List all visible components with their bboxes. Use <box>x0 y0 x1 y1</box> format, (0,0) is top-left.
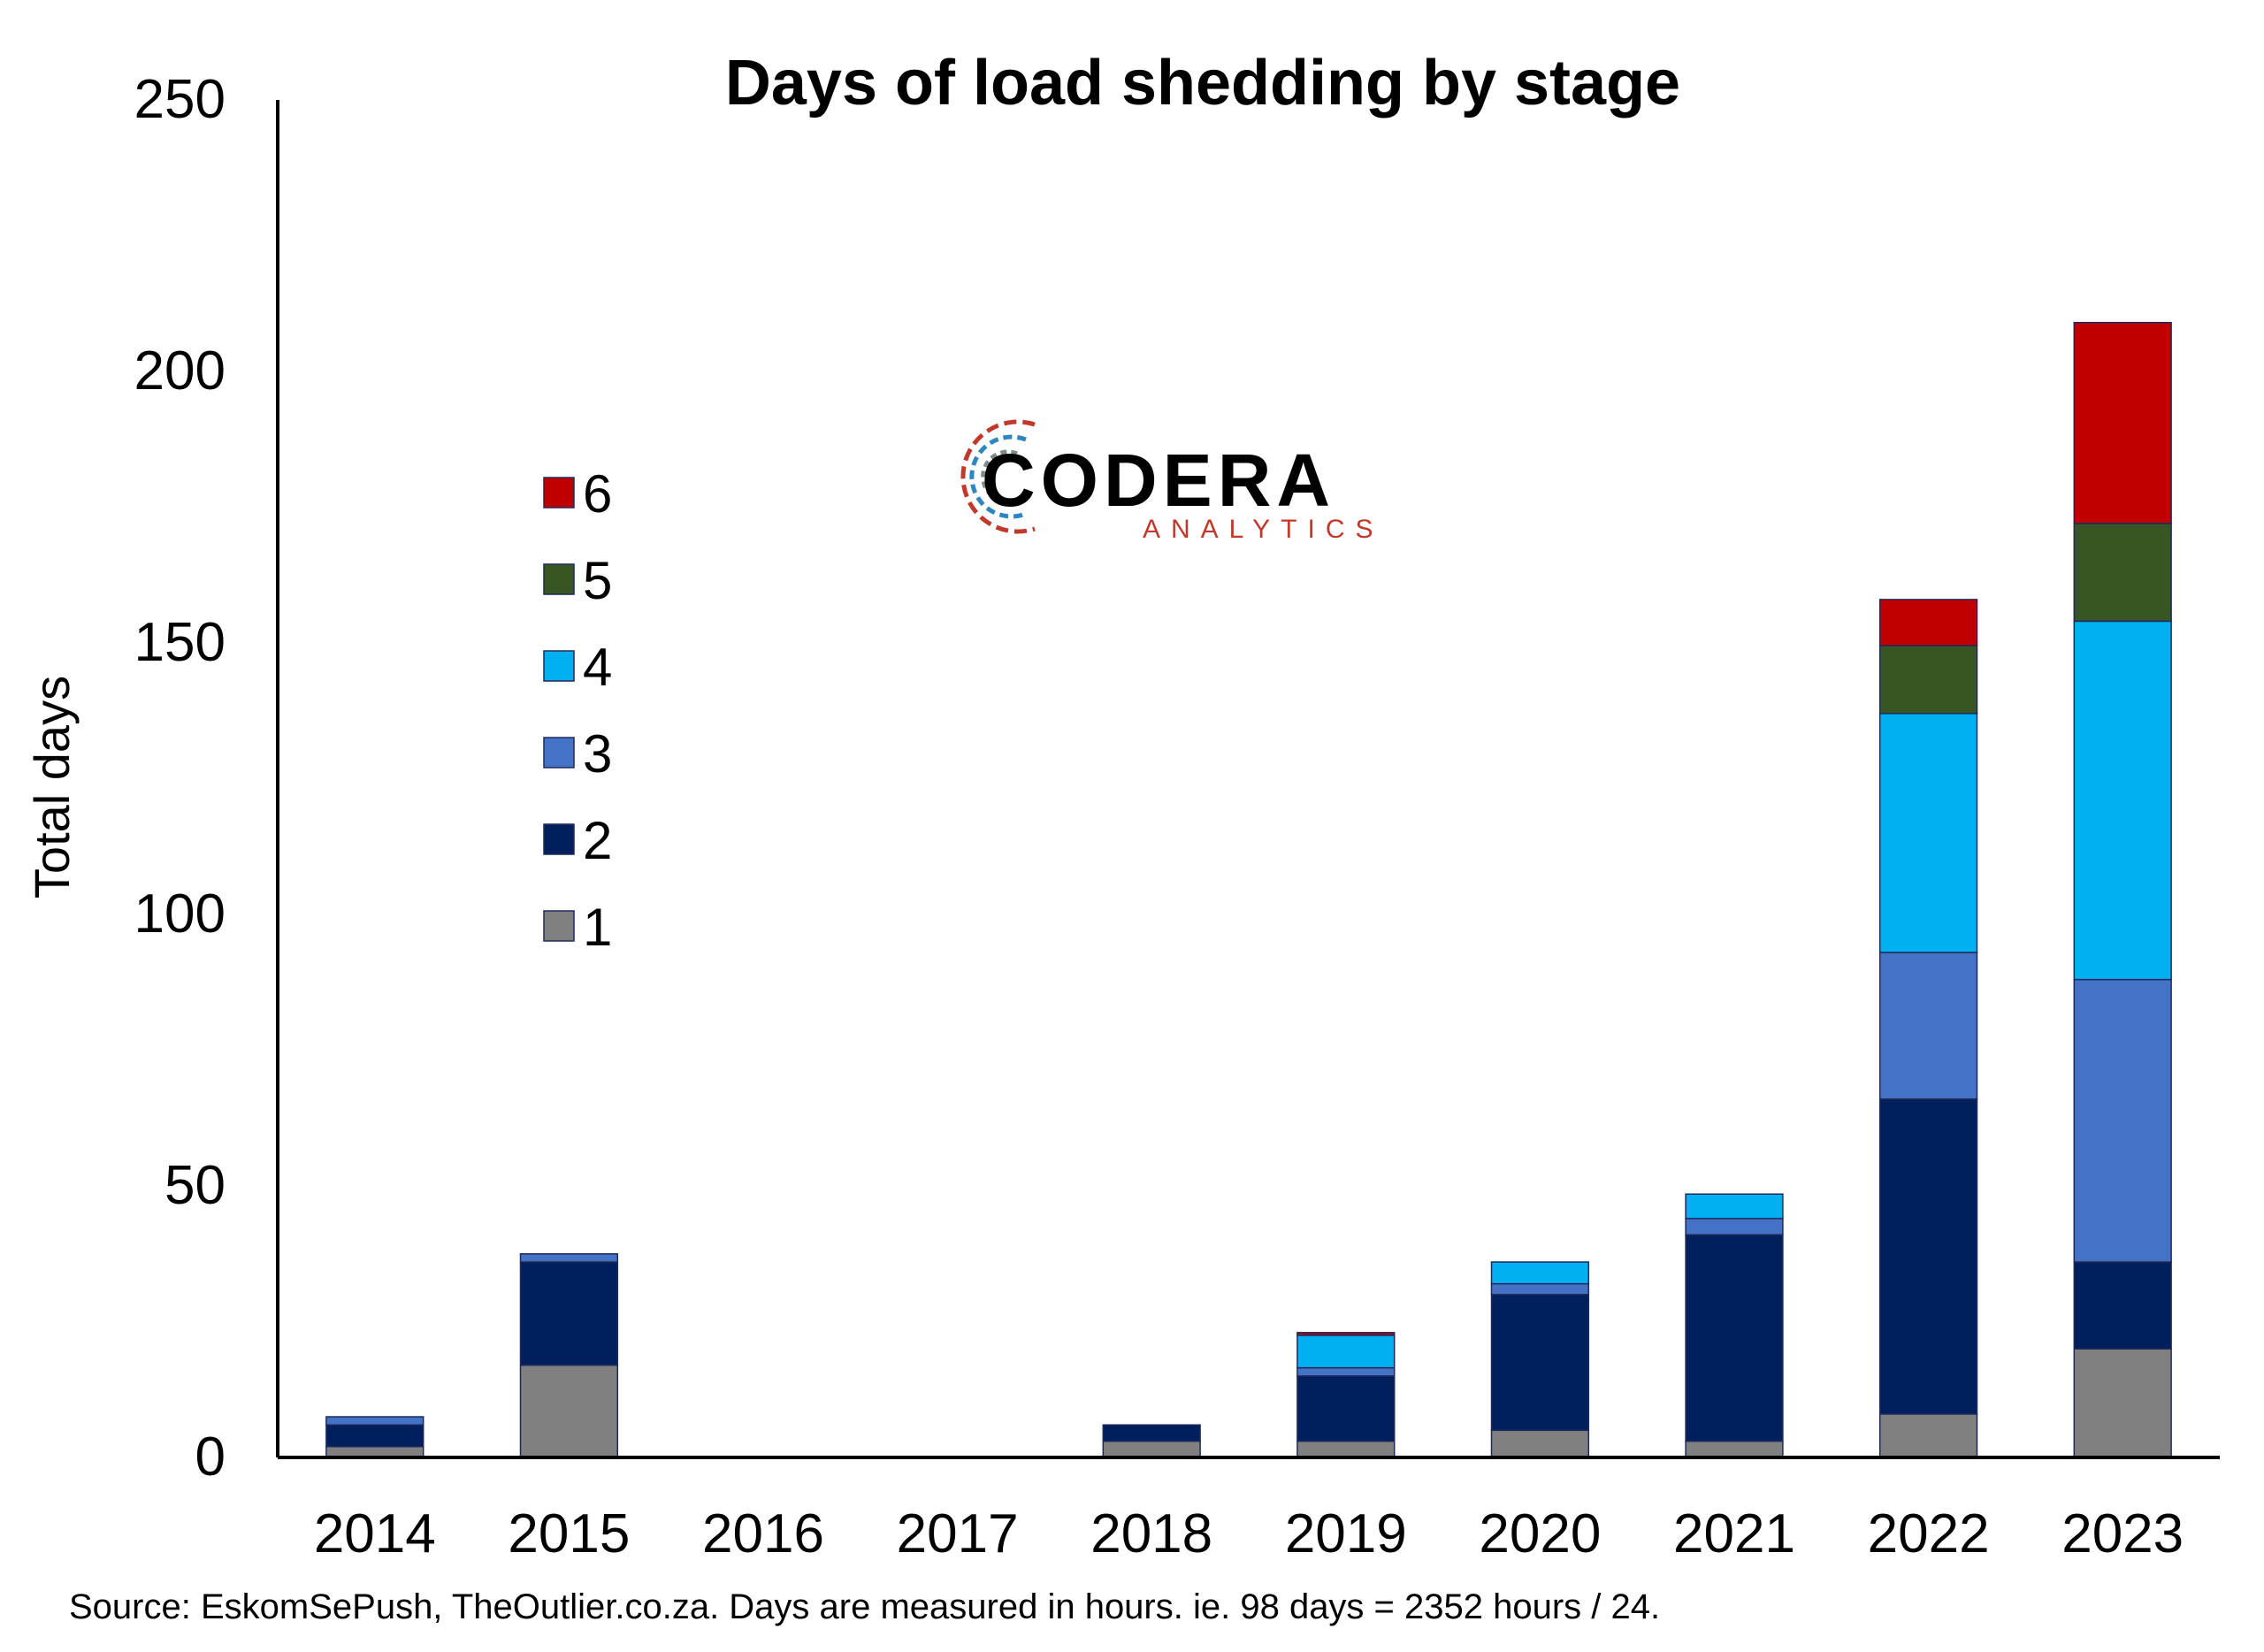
bar-2021-stage-2 <box>1685 1234 1784 1442</box>
x-tick-label: 2019 <box>1285 1503 1407 1564</box>
bar-2019-stage-1 <box>1296 1440 1396 1458</box>
bar-2021-stage-4 <box>1685 1193 1784 1220</box>
bar-2015-stage-1 <box>519 1364 619 1458</box>
bar-2020-stage-3 <box>1490 1282 1590 1296</box>
bar-2022-stage-3 <box>1878 952 1978 1100</box>
logo-name: CODERA <box>982 439 1335 522</box>
legend-label-stage-5: 5 <box>583 551 612 610</box>
bar-2022-stage-2 <box>1878 1098 1978 1415</box>
x-tick-label: 2017 <box>897 1503 1019 1564</box>
y-tick-labels: 0 50 100 150 200 250 <box>134 69 226 1488</box>
legend-swatch-stage-5 <box>543 563 575 595</box>
x-tick-label: 2016 <box>702 1503 824 1564</box>
y-tick-label: 250 <box>134 69 226 130</box>
legend: 6 5 4 3 2 1 <box>543 464 612 957</box>
bar-2022-stage-5 <box>1878 645 1978 715</box>
legend-label-stage-4: 4 <box>583 638 612 697</box>
legend-swatch-stage-2 <box>543 823 575 855</box>
bar-2023-stage-5 <box>2073 523 2172 623</box>
bar-2018-stage-1 <box>1102 1440 1201 1458</box>
bar-2022-stage-4 <box>1878 713 1978 953</box>
legend-label-stage-1: 1 <box>583 898 612 957</box>
legend-label-stage-3: 3 <box>583 724 612 784</box>
bar-2015-stage-2 <box>519 1261 619 1366</box>
bar-2021-stage-3 <box>1685 1218 1784 1235</box>
bar-2014-stage-2 <box>325 1424 424 1448</box>
x-tick-label: 2021 <box>1673 1503 1795 1564</box>
bar-2023-stage-3 <box>2073 978 2172 1263</box>
bar-2023-stage-1 <box>2073 1348 2172 1458</box>
bar-2021-stage-1 <box>1685 1440 1784 1458</box>
y-tick-label: 0 <box>195 1426 226 1488</box>
x-tick-label: 2022 <box>1868 1503 1990 1564</box>
x-tick-label: 2018 <box>1090 1503 1212 1564</box>
x-tick-label: 2020 <box>1479 1503 1601 1564</box>
legend-swatch-stage-6 <box>543 477 575 509</box>
bar-2015-stage-3 <box>519 1253 619 1263</box>
bars-layer <box>325 321 2172 1458</box>
y-axis-label: Total days <box>24 676 80 899</box>
bar-2018-stage-2 <box>1102 1424 1201 1442</box>
bar-2023-stage-4 <box>2073 620 2172 981</box>
bar-2023-stage-2 <box>2073 1261 2172 1350</box>
bar-2014-stage-3 <box>325 1416 424 1426</box>
y-tick-label: 50 <box>164 1155 226 1216</box>
legend-label-stage-6: 6 <box>583 464 612 524</box>
bar-2019-stage-4 <box>1296 1335 1396 1369</box>
bar-2020-stage-1 <box>1490 1429 1590 1458</box>
x-tick-label: 2014 <box>314 1503 436 1564</box>
bar-2022-stage-6 <box>1878 599 1978 646</box>
bar-2019-stage-2 <box>1296 1375 1396 1442</box>
y-tick-label: 100 <box>134 883 226 945</box>
y-tick-label: 150 <box>134 612 226 673</box>
logo-mark-icon <box>960 419 1036 534</box>
x-tick-labels: 2014 2015 2016 2017 2018 2019 2020 2021 2022 2023 <box>314 1503 2184 1564</box>
bar-2019-stage-6 <box>1296 1332 1396 1336</box>
bar-2022-stage-1 <box>1878 1413 1978 1458</box>
x-tick-label: 2015 <box>508 1503 630 1564</box>
legend-swatch-stage-4 <box>543 650 575 682</box>
bar-2020-stage-2 <box>1490 1294 1590 1432</box>
bar-2020-stage-4 <box>1490 1261 1590 1285</box>
bar-2019-stage-3 <box>1296 1366 1396 1377</box>
bar-2023-stage-6 <box>2073 321 2172 524</box>
chart-title: Days of load shedding by stage <box>725 48 1680 119</box>
y-tick-label: 200 <box>134 340 226 402</box>
legend-swatch-stage-1 <box>543 910 575 942</box>
legend-swatch-stage-3 <box>543 737 575 769</box>
source-note: Source: EskomSePush, TheOutlier.co.za. D… <box>69 1587 1660 1626</box>
x-tick-label: 2023 <box>2061 1503 2184 1564</box>
legend-label-stage-2: 2 <box>583 811 612 870</box>
codera-logo: CODERA ANALYTICS <box>960 419 1384 544</box>
logo-subtitle: ANALYTICS <box>1143 515 1384 544</box>
